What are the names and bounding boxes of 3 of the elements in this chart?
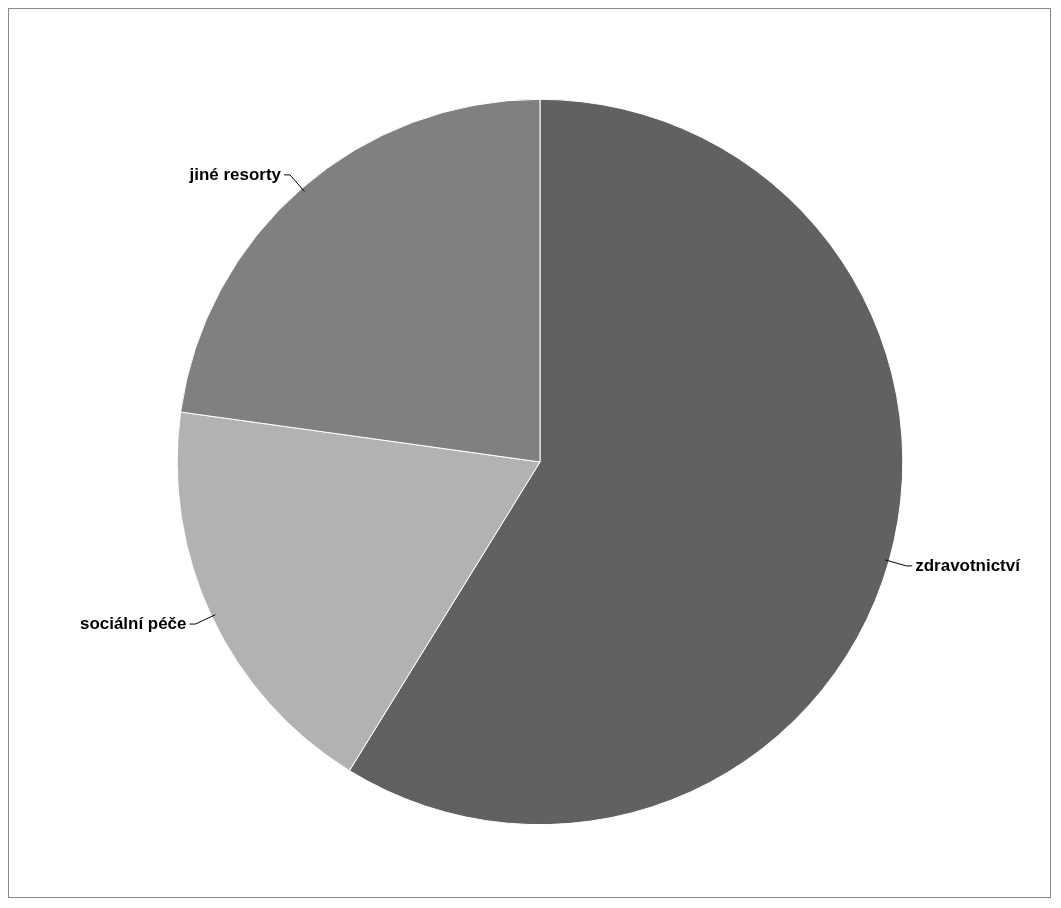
slice-label: sociální péče (79, 613, 187, 633)
slice-label: zdravotnictví (915, 555, 1022, 575)
slice-label: jiné resorty (188, 164, 282, 184)
